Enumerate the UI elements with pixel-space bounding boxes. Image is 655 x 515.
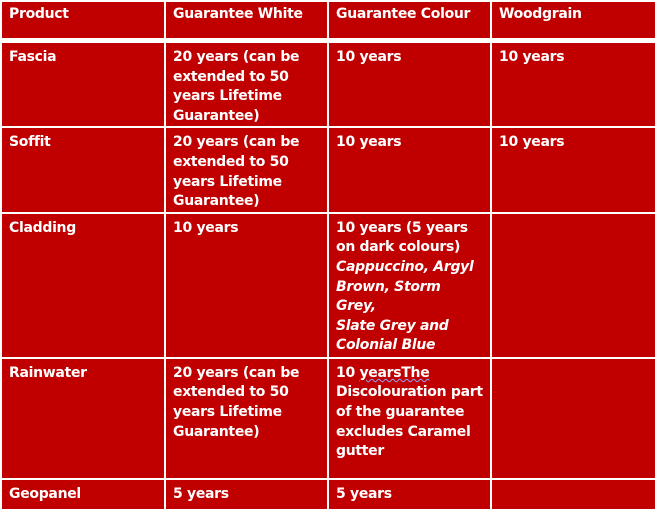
white-cell: 20 years (can be extended to 50 years Li… xyxy=(164,356,329,480)
spellcheck-text: Discolouration part of the guarantee exc… xyxy=(336,384,483,460)
white-cell: 10 years xyxy=(164,211,329,359)
table-row: Soffit 20 years (can be extended to 50 y… xyxy=(0,126,655,214)
white-cell: 20 years (can be extended to 50 years Li… xyxy=(164,126,329,214)
colour-cell: 10 yearsThe Discolouration part of the g… xyxy=(327,356,492,480)
white-cell: 5 years xyxy=(164,477,329,511)
colour-text: 10 xyxy=(336,364,360,381)
colour-cell: 10 years xyxy=(327,39,492,129)
product-cell: Geopanel xyxy=(0,477,166,511)
header-guarantee-white: Guarantee White xyxy=(164,0,329,43)
header-guarantee-colour: Guarantee Colour xyxy=(327,0,492,43)
woodgrain-cell xyxy=(490,356,655,480)
product-cell: Rainwater xyxy=(0,356,166,480)
product-cell: Soffit xyxy=(0,126,166,214)
table-row: Fascia 20 years (can be extended to 50 y… xyxy=(0,39,655,129)
header-woodgrain: Woodgrain xyxy=(490,0,655,43)
table-row: Cladding 10 years 10 years (5 years on d… xyxy=(0,211,655,359)
spellcheck-underline: yearsThe xyxy=(359,364,430,381)
table-row: Geopanel 5 years 5 years xyxy=(0,477,655,511)
woodgrain-cell: 10 years xyxy=(490,39,655,129)
table-row: Rainwater 20 years (can be extended to 5… xyxy=(0,356,655,480)
woodgrain-cell: 10 years xyxy=(490,126,655,214)
product-cell: Fascia xyxy=(0,39,166,129)
header-product: Product xyxy=(0,0,166,43)
product-cell: Cladding xyxy=(0,211,166,359)
colour-cell: 10 years xyxy=(327,126,492,214)
dark-colours-list: Slate Grey and Colonial Blue xyxy=(336,317,449,354)
header-row: Product Guarantee White Guarantee Colour… xyxy=(0,0,655,43)
colour-cell: 10 years (5 years on dark colours) Cappu… xyxy=(327,211,492,359)
colour-cell: 5 years xyxy=(327,477,492,511)
white-cell: 20 years (can be extended to 50 years Li… xyxy=(164,39,329,129)
woodgrain-cell xyxy=(490,211,655,359)
woodgrain-cell xyxy=(490,477,655,511)
dark-colours-list: Cappuccino, Argyl Brown, Storm Grey, xyxy=(336,258,474,315)
colour-text: 10 years (5 years on dark colours) xyxy=(336,219,468,256)
